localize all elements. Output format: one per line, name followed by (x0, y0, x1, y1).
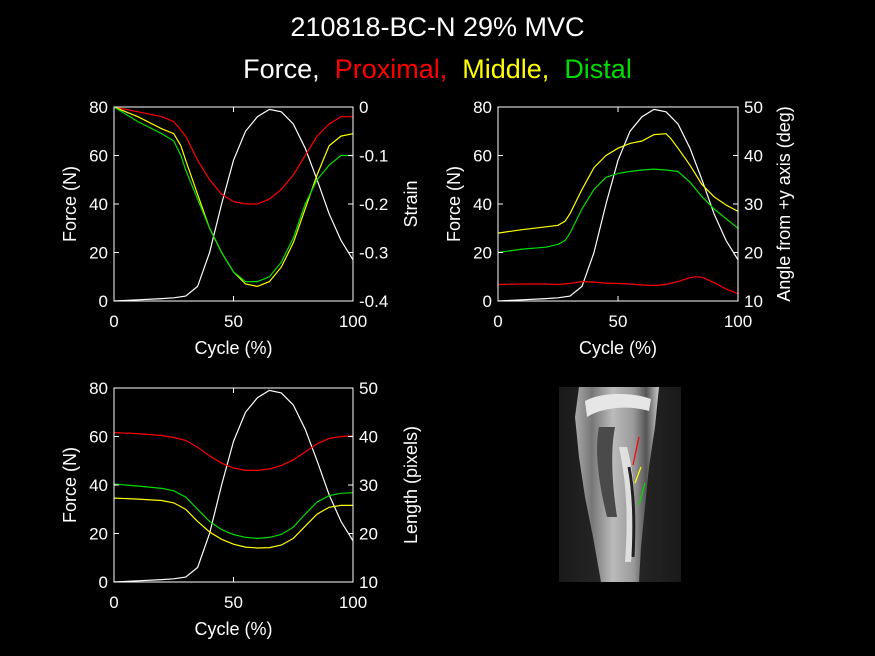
x-tick-label: 0 (109, 593, 118, 612)
subtitle-word: Distal (564, 54, 632, 84)
series-line-3 (113, 106, 353, 283)
mri-leg-image (559, 387, 681, 582)
series-line-2 (497, 133, 739, 234)
series-line-1 (113, 432, 354, 471)
x-tick-label: 100 (724, 312, 752, 331)
x-tick-label: 100 (339, 312, 367, 331)
knee-bone (585, 393, 651, 417)
y-tick-label-left: 0 (99, 292, 108, 311)
x-axis-label: Cycle (%) (194, 338, 272, 358)
leg-silhouette (575, 387, 659, 582)
y-tick-label-right: -0.3 (359, 244, 388, 263)
y-tick-label-left: 60 (473, 147, 492, 166)
y-axis-label-left: Force (N) (444, 166, 464, 242)
tendon-shadow (627, 466, 636, 558)
distal-overlay-line (638, 482, 646, 506)
y-axis-label-right: Angle from +y axis (deg) (774, 106, 794, 302)
subtitle-word: Proximal, (334, 54, 448, 84)
axes-box (113, 387, 354, 583)
y-tick-label-left: 0 (483, 292, 492, 311)
x-tick-label: 100 (339, 593, 367, 612)
y-tick-label-right: 20 (359, 525, 378, 544)
proximal-overlay-line (632, 436, 640, 466)
x-tick-label: 50 (224, 312, 243, 331)
chart-panel-top-left: 0 50 100 0 20 40 60 80 -0.4 -0.3 -0.2 -0.1 0 Cycle (%… (60, 98, 421, 358)
y-tick-label-left: 20 (473, 244, 492, 263)
y-tick-label-right: 50 (744, 98, 763, 117)
y-axis-label-right: Length (pixels) (401, 426, 421, 544)
series-line-3 (497, 168, 739, 254)
series-line-1 (113, 106, 353, 205)
y-tick-label-right: 40 (744, 147, 763, 166)
x-tick-label: 50 (609, 312, 628, 331)
y-tick-label-right: -0.4 (359, 292, 388, 311)
series-line-0 (113, 389, 354, 583)
y-axis-label-left: Force (N) (60, 447, 80, 523)
series-line-3 (113, 483, 354, 540)
y-tick-label-right: 40 (359, 428, 378, 447)
y-tick-label-left: 40 (89, 476, 108, 495)
x-axis-label: Cycle (%) (194, 619, 272, 639)
y-tick-label-left: 80 (89, 379, 108, 398)
y-tick-label-left: 80 (89, 98, 108, 117)
x-tick-label: 0 (109, 312, 118, 331)
y-tick-label-right: 20 (744, 244, 763, 263)
y-tick-label-right: -0.2 (359, 195, 388, 214)
y-tick-label-right: -0.1 (359, 147, 388, 166)
series-line-2 (113, 497, 353, 549)
subtitle-word: Middle, (462, 54, 550, 84)
x-axis-label: Cycle (%) (579, 338, 657, 358)
chart-panel-top-right: 0 50 100 0 20 40 60 80 10 20 30 40 50 Cycle (%) Force … (444, 98, 794, 358)
y-tick-label-right: 30 (359, 476, 378, 495)
y-tick-label-right: 30 (744, 195, 763, 214)
y-tick-label-left: 40 (89, 195, 108, 214)
middle-overlay-line (634, 466, 642, 484)
y-tick-label-left: 0 (99, 573, 108, 592)
chart-panel-bottom-left: 0 50 100 0 20 40 60 80 10 20 30 40 50 Cycle (%) Force … (60, 379, 421, 639)
x-tick-label: 0 (493, 312, 502, 331)
subtitle-word: Force, (243, 54, 320, 84)
series-line-0 (497, 108, 739, 302)
y-tick-label-right: 10 (359, 573, 378, 592)
x-tick-label: 50 (224, 593, 243, 612)
y-axis-label-left: Force (N) (60, 166, 80, 242)
figure-subtitle: Force, Proximal, Middle, Distal (0, 54, 875, 85)
series-line-2 (113, 106, 354, 288)
y-tick-label-left: 60 (89, 147, 108, 166)
muscle-shadow (597, 427, 617, 517)
figure-title: 210818-BC-N 29% MVC (290, 12, 585, 42)
y-tick-label-left: 20 (89, 244, 108, 263)
y-tick-label-right: 10 (744, 292, 763, 311)
axes-box (497, 106, 739, 302)
y-tick-label-right: 0 (359, 98, 368, 117)
y-axis-label-right: Strain (401, 180, 421, 227)
series-line-1 (497, 276, 739, 295)
y-tick-label-left: 20 (89, 525, 108, 544)
y-tick-label-left: 60 (89, 428, 108, 447)
y-tick-label-right: 50 (359, 379, 378, 398)
y-tick-label-left: 80 (473, 98, 492, 117)
y-tick-label-left: 40 (473, 195, 492, 214)
